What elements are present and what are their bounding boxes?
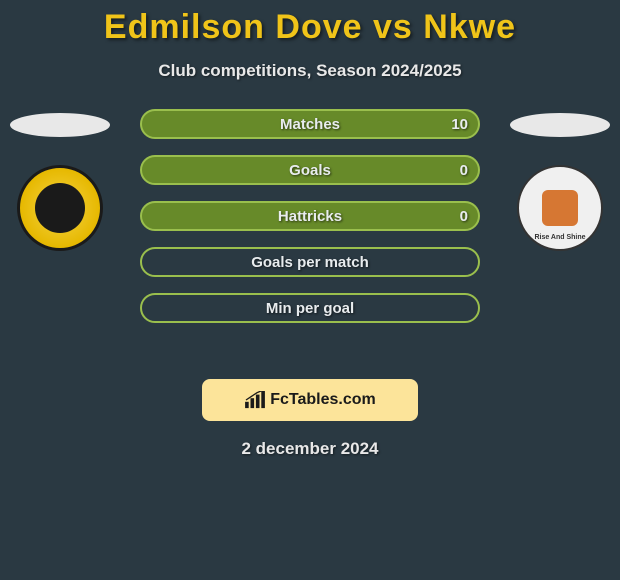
player-right-column: Rise And Shine (500, 109, 620, 251)
stat-bars: Matches 10 Goals 0 Hattricks 0 Goals per match… (140, 109, 480, 339)
stat-bar-value-right: 10 (451, 116, 468, 133)
stat-bar: Goals per match (140, 247, 480, 277)
comparison-card: Edmilson Dove vs Nkwe Club competitions,… (0, 0, 620, 459)
stat-bar-label: Hattricks (278, 208, 342, 225)
player-left-column (0, 109, 120, 251)
stat-bar-label: Goals (289, 162, 331, 179)
club-badge-right: Rise And Shine (517, 165, 603, 251)
source-logo: FcTables.com (202, 379, 418, 421)
club-badge-left-icon (35, 183, 85, 233)
stat-bar-label: Min per goal (266, 300, 354, 317)
chart-icon (244, 391, 266, 409)
stat-bar-label: Matches (280, 116, 340, 133)
page-title: Edmilson Dove vs Nkwe (0, 8, 620, 47)
stat-bar-value-right: 0 (460, 162, 468, 179)
player-right-photo-placeholder (510, 113, 610, 137)
stat-bar: Goals 0 (140, 155, 480, 185)
source-logo-text: FcTables.com (270, 391, 376, 409)
club-badge-right-icon (542, 190, 578, 226)
stat-bar: Matches 10 (140, 109, 480, 139)
stat-bar: Hattricks 0 (140, 201, 480, 231)
club-badge-right-motto: Rise And Shine (534, 234, 585, 241)
club-badge-left (17, 165, 103, 251)
date-label: 2 december 2024 (0, 439, 620, 459)
stats-area: Rise And Shine Matches 10 Goals 0 Hattricks 0… (0, 109, 620, 369)
subtitle: Club competitions, Season 2024/2025 (0, 61, 620, 81)
stat-bar-label: Goals per match (251, 254, 369, 271)
stat-bar: Min per goal (140, 293, 480, 323)
player-left-photo-placeholder (10, 113, 110, 137)
stat-bar-value-right: 0 (460, 208, 468, 225)
